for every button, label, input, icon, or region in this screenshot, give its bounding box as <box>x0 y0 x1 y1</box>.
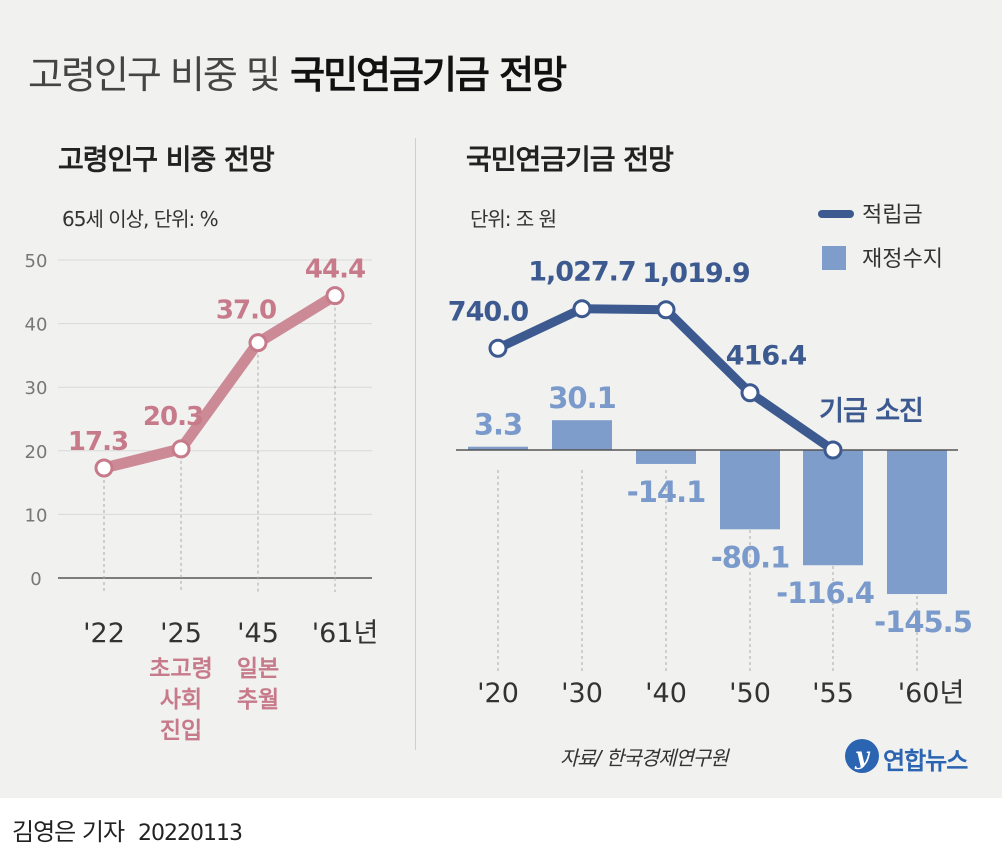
left-panel-subtitle: 65세 이상, 단위: % <box>62 207 219 231</box>
main-title-light: 고령인구 비중 및 <box>28 53 281 97</box>
x-tick-label: '20 <box>477 678 519 709</box>
balance-bar <box>803 450 863 566</box>
reserve-data-point <box>488 338 508 358</box>
source-note: 자료/ 한국경제연구원 <box>560 746 729 770</box>
balance-data-label: -145.5 <box>874 605 972 639</box>
balance-bar <box>720 450 780 530</box>
balance-data-label: 30.1 <box>548 381 616 415</box>
population-ratio-chart: 0 10 20 30 40 50 '22 '25 '45 '61년 17.3 20.3 37.0 44.4… <box>25 251 379 744</box>
y-tick-label: 40 <box>25 315 48 336</box>
right-panel-subtitle: 단위: 조 원 <box>470 207 557 231</box>
yonhap-logo-icon: y <box>845 739 879 773</box>
reserve-data-point <box>572 299 592 319</box>
x-tick-label: '30 <box>561 678 603 709</box>
y-tick-label: 50 <box>25 251 48 272</box>
balance-data-label: -14.1 <box>627 475 706 509</box>
main-title-bold: 국민연금기금 전망 <box>290 53 567 97</box>
legend-bar-swatch <box>822 246 846 270</box>
reserve-data-label: 1,027.7 <box>528 257 635 288</box>
reserve-data-label: 416.4 <box>726 341 807 372</box>
x-tick-label: '22 <box>83 618 125 649</box>
x-tick-label: '50 <box>729 678 771 709</box>
data-point <box>248 333 268 353</box>
reserve-fund-line <box>493 304 838 455</box>
population-ratio-line <box>98 290 341 474</box>
balance-bar <box>887 450 947 595</box>
y-tick-label: 20 <box>25 442 48 463</box>
data-point <box>94 458 114 478</box>
legend-label: 적립금 <box>862 203 923 228</box>
legend-label: 재정수지 <box>862 247 943 272</box>
y-tick-label: 0 <box>30 569 41 590</box>
x-tick-label: '60년 <box>898 678 965 709</box>
reporter-name: 김영은 기자 <box>12 818 125 846</box>
annotation-text: 추월 <box>237 687 279 713</box>
pension-fund-chart: 3.3 30.1 -14.1-80.1-116.4-145.5 740.0 1,027.… <box>448 203 973 709</box>
reserve-data-label: 기금 소진 <box>819 396 923 427</box>
publish-date: 20220113 <box>138 821 243 846</box>
x-tick-label: '61년 <box>312 618 379 649</box>
panel-divider <box>415 138 416 750</box>
byline: 김영은 기자 20220113 <box>12 812 243 847</box>
annotation-text: 초고령 <box>149 656 212 682</box>
infographic-card: 고령인구 비중 및 국민연금기금 전망 고령인구 비중 전망 65세 이상, 단… <box>0 0 1002 798</box>
reserve-data-point <box>656 300 676 320</box>
y-tick-label: 10 <box>25 505 48 526</box>
left-panel-title: 고령인구 비중 전망 <box>58 143 275 176</box>
balance-data-label: -80.1 <box>711 540 790 574</box>
reserve-data-point <box>740 383 760 403</box>
data-point <box>171 439 191 459</box>
right-panel-title: 국민연금기금 전망 <box>466 143 674 176</box>
x-tick-label: '55 <box>812 678 854 709</box>
balance-bar <box>468 446 528 450</box>
annotation-text: 일본 <box>237 656 279 682</box>
x-tick-label: '25 <box>160 618 202 649</box>
balance-data-label: 3.3 <box>474 408 522 442</box>
data-label: 44.4 <box>305 255 365 285</box>
reserve-data-label: 740.0 <box>448 296 529 327</box>
reserve-data-point <box>823 440 843 460</box>
balance-bar <box>552 420 612 450</box>
annotation-text: 사회 <box>160 687 202 713</box>
yonhap-logo-text: 연합뉴스 <box>883 747 968 775</box>
data-label: 20.3 <box>143 402 203 432</box>
balance-bar <box>636 450 696 464</box>
annotation-text: 진입 <box>160 718 202 744</box>
data-label: 17.3 <box>68 427 128 457</box>
data-label: 37.0 <box>216 296 276 326</box>
x-tick-label: '45 <box>237 618 279 649</box>
reserve-data-label: 1,019.9 <box>642 258 750 289</box>
x-tick-label: '40 <box>645 678 687 709</box>
main-title: 고령인구 비중 및 국민연금기금 전망 <box>28 44 567 99</box>
y-tick-label: 30 <box>25 378 48 399</box>
data-point <box>325 286 345 306</box>
balance-data-label: -116.4 <box>776 576 874 610</box>
